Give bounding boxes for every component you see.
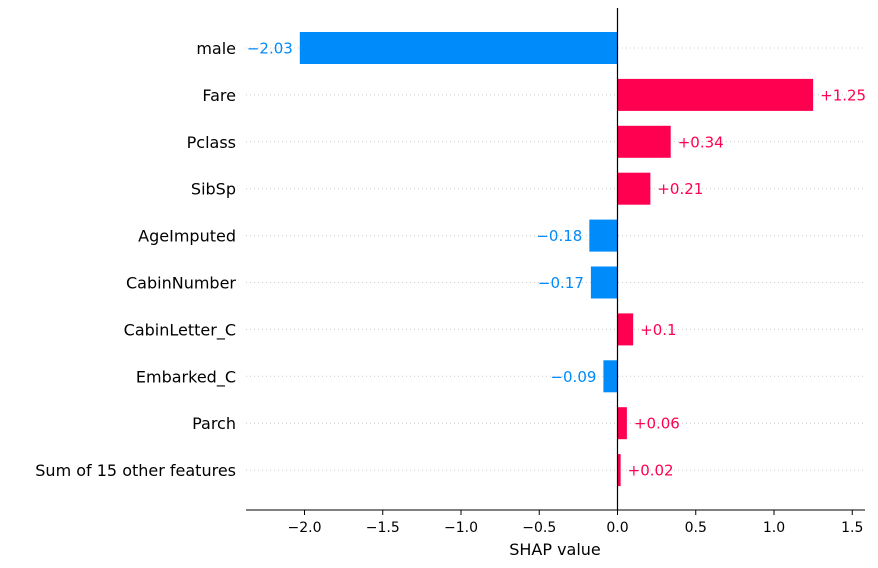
category-label: Parch — [192, 414, 236, 433]
value-label: +0.02 — [628, 462, 674, 480]
x-tick-label: 1.0 — [763, 520, 785, 536]
bar — [589, 219, 618, 252]
bar — [590, 266, 618, 299]
bar — [617, 172, 651, 205]
category-label: AgeImputed — [138, 227, 236, 246]
bar — [603, 360, 618, 393]
x-tick-label: −2.0 — [288, 520, 322, 536]
value-label: +0.1 — [640, 321, 676, 339]
x-tick-label: −0.5 — [522, 520, 556, 536]
value-label: +0.06 — [634, 415, 680, 433]
x-tick-label: 1.5 — [841, 520, 863, 536]
bar — [617, 454, 621, 487]
bar — [617, 125, 671, 158]
category-label: CabinNumber — [126, 274, 236, 293]
value-label: +1.25 — [820, 86, 866, 104]
x-axis-label: SHAP value — [509, 540, 601, 559]
category-labels: male Fare Pclass SibSp AgeImputed CabinNumber… — [35, 39, 236, 480]
bar — [617, 78, 814, 111]
category-label: Fare — [202, 86, 236, 105]
x-tick-label: 0.0 — [606, 520, 628, 536]
value-label: −0.09 — [550, 368, 596, 386]
gridlines — [246, 47, 865, 471]
bar — [617, 313, 634, 346]
x-axis: −2.0 −1.5 −1.0 −0.5 0.0 0.5 1.0 1.5 — [246, 509, 865, 536]
value-label: +0.21 — [657, 180, 703, 198]
value-label: +0.34 — [678, 133, 724, 151]
x-tick-label: −1.5 — [366, 520, 400, 536]
x-tick-label: 0.5 — [685, 520, 707, 536]
bars — [299, 32, 814, 487]
bar — [299, 32, 618, 64]
value-label: −0.18 — [536, 227, 582, 245]
value-label: −2.03 — [247, 40, 293, 58]
x-tick-label: −1.0 — [444, 520, 478, 536]
category-label: male — [196, 39, 236, 58]
category-label: Pclass — [187, 133, 236, 152]
category-label: Embarked_C — [136, 367, 236, 387]
value-label: −0.17 — [538, 274, 584, 292]
category-label: CabinLetter_C — [124, 320, 236, 340]
category-label: Sum of 15 other features — [35, 461, 236, 480]
value-labels: −2.03 +1.25 +0.34 +0.21 −0.18 −0.17 +0.1 −0.09 +… — [247, 40, 866, 480]
bar — [617, 407, 627, 440]
category-label: SibSp — [191, 180, 236, 199]
